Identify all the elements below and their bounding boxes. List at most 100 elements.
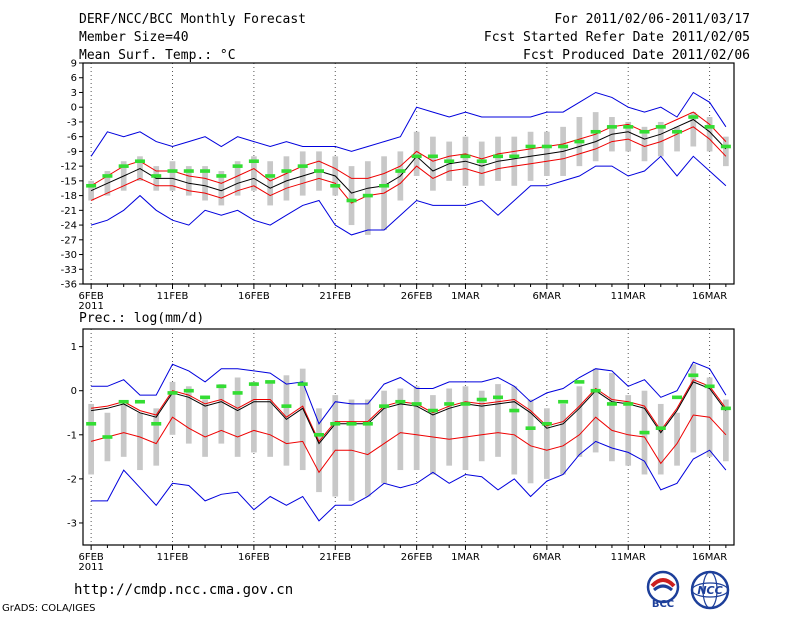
member-range-bar [397, 388, 404, 471]
member-range-bar [641, 126, 648, 162]
observed-marker [427, 408, 438, 413]
observed-marker [167, 169, 178, 173]
observed-marker [558, 144, 569, 149]
member-range-bar [299, 151, 306, 196]
x-year-label: 2011 [78, 301, 103, 312]
member-range-bar [348, 166, 355, 226]
observed-marker [200, 395, 211, 400]
figure-title: DERF/NCC/BCC Monthly Forecast [79, 12, 306, 27]
member-range-bar [625, 121, 632, 152]
x-tick-label: 11MAR [611, 291, 646, 302]
member-range-bar [609, 373, 615, 462]
x-year-label: 2011 [78, 562, 103, 573]
y-tick-label: -36 [61, 280, 77, 291]
observed-marker [720, 406, 731, 411]
lower-spread-line [90, 414, 727, 474]
y-tick-label: -15 [61, 176, 77, 187]
observed-marker [444, 402, 455, 406]
y-tick-label: -6 [67, 132, 77, 143]
ensemble-max-line [91, 361, 727, 425]
observed-marker [346, 421, 357, 426]
observed-marker [281, 169, 292, 173]
member-range-bar [88, 403, 94, 475]
member-range-bar [299, 368, 306, 471]
observed-marker [313, 432, 324, 437]
bcc-logo-text: BCC [652, 599, 674, 610]
member-range-bar [169, 381, 176, 435]
member-range-bar [674, 126, 680, 152]
observed-marker [232, 164, 243, 168]
observed-marker [411, 402, 422, 406]
x-tick-label: 21FEB [319, 291, 351, 302]
observed-marker [606, 125, 617, 129]
observed-marker [216, 384, 227, 389]
observed-marker [476, 159, 487, 164]
observed-marker [672, 395, 683, 400]
member-range-bar [706, 117, 713, 152]
member-range-bar [723, 399, 729, 462]
member-range-bar [478, 141, 485, 186]
observed-marker [151, 421, 162, 426]
observed-marker [395, 399, 406, 404]
observed-marker [102, 174, 113, 178]
observed-marker [476, 397, 487, 402]
x-tick-label: 1MAR [451, 552, 480, 563]
member-range-bar [185, 386, 192, 444]
member-range-bar [723, 136, 729, 167]
observed-marker [297, 382, 308, 386]
observed-marker [281, 404, 292, 408]
member-range-bar [234, 377, 241, 457]
observed-marker [183, 169, 194, 173]
y-tick-label: 0 [71, 103, 77, 114]
observed-marker [379, 183, 390, 188]
member-range-bar [674, 412, 680, 466]
observed-marker [86, 421, 97, 426]
observed-marker [379, 404, 390, 408]
x-tick-label: 16MAR [692, 291, 727, 302]
observed-marker [362, 421, 373, 426]
y-tick-label: -27 [61, 235, 77, 246]
y-tick-label: -30 [61, 250, 77, 261]
y-tick-label: -12 [61, 162, 77, 173]
observed-marker [460, 402, 471, 406]
observed-marker [720, 144, 731, 149]
x-tick-label: 6MAR [532, 291, 561, 302]
member-range-bar [657, 121, 664, 157]
y-tick-label: 6 [71, 73, 77, 84]
observed-marker [639, 430, 650, 435]
x-tick-label: 1MAR [451, 291, 480, 302]
observed-marker [606, 402, 617, 406]
observed-marker [590, 388, 601, 393]
x-tick-label: 11FEB [157, 552, 189, 563]
precip-label: Prec.: log(mm/d) [79, 311, 205, 326]
observed-marker [297, 164, 308, 168]
member-range-bar [576, 386, 583, 457]
member-range-bar [527, 399, 534, 484]
member-range-bar [690, 364, 697, 453]
observed-marker [655, 125, 666, 129]
upper-spread-line [91, 379, 727, 443]
x-tick-label: 21FEB [319, 552, 351, 563]
member-size-label: Member Size=40 [79, 30, 189, 45]
plot-frame [82, 62, 735, 285]
member-range-bar [202, 166, 208, 201]
member-range-bar [446, 388, 453, 466]
observed-marker [688, 373, 699, 378]
x-tick-label: 6FEB [78, 291, 103, 302]
observed-marker [265, 380, 276, 384]
ncc-logo: NCC [690, 570, 730, 610]
x-tick-label: 6MAR [532, 552, 561, 563]
observed-marker [232, 391, 243, 395]
observed-marker [395, 169, 406, 173]
observed-marker [541, 144, 552, 149]
member-range-bar [202, 399, 208, 457]
member-range-bar [316, 408, 322, 493]
y-tick-label: -3 [67, 117, 77, 128]
observed-marker [118, 399, 129, 404]
ensemble-mean-line [91, 381, 727, 445]
observed-marker [86, 183, 97, 188]
member-range-bar [495, 136, 501, 181]
